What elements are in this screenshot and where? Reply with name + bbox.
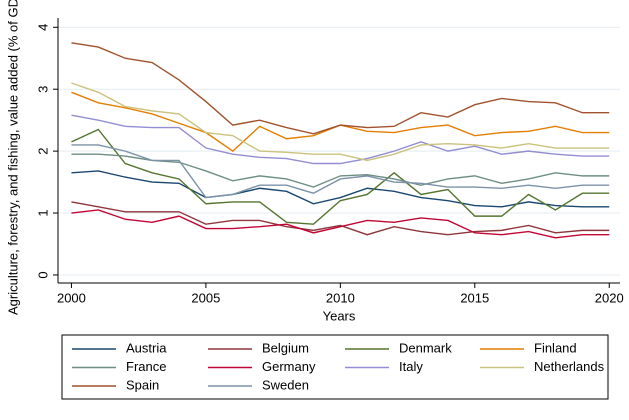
legend-label: Belgium bbox=[262, 340, 309, 355]
legend-label: Sweden bbox=[262, 377, 309, 392]
legend-label: Italy bbox=[399, 359, 423, 374]
x-tick-label: 2015 bbox=[460, 290, 489, 305]
line bbox=[71, 201, 610, 236]
x-tick-label: 2010 bbox=[326, 290, 355, 305]
legend-label: Netherlands bbox=[534, 359, 605, 374]
x-tick-label: 2020 bbox=[595, 290, 624, 305]
y-tick-label: 2 bbox=[35, 148, 50, 155]
x-tick-label: 2000 bbox=[57, 290, 86, 305]
line bbox=[71, 82, 610, 162]
line bbox=[71, 42, 610, 135]
y-tick-label: 0 bbox=[35, 271, 50, 278]
legend-label: Denmark bbox=[399, 340, 452, 355]
legend-label: Germany bbox=[262, 359, 316, 374]
legend-label: France bbox=[126, 359, 166, 374]
y-tick-label: 4 bbox=[35, 24, 50, 31]
legend-label: Finland bbox=[534, 340, 577, 355]
line bbox=[71, 128, 610, 225]
y-axis-title: Agriculture, forestry, and fishing, valu… bbox=[5, 0, 20, 315]
legend-label: Austria bbox=[126, 340, 167, 355]
line bbox=[71, 170, 610, 208]
legend-box bbox=[61, 334, 609, 400]
x-axis-title: Years bbox=[323, 308, 356, 323]
x-tick-label: 2005 bbox=[191, 290, 220, 305]
y-tick-label: 3 bbox=[35, 86, 50, 93]
line bbox=[71, 144, 610, 199]
line bbox=[71, 209, 610, 239]
y-tick-label: 1 bbox=[35, 209, 50, 216]
legend-label: Spain bbox=[126, 377, 159, 392]
line bbox=[71, 114, 610, 165]
